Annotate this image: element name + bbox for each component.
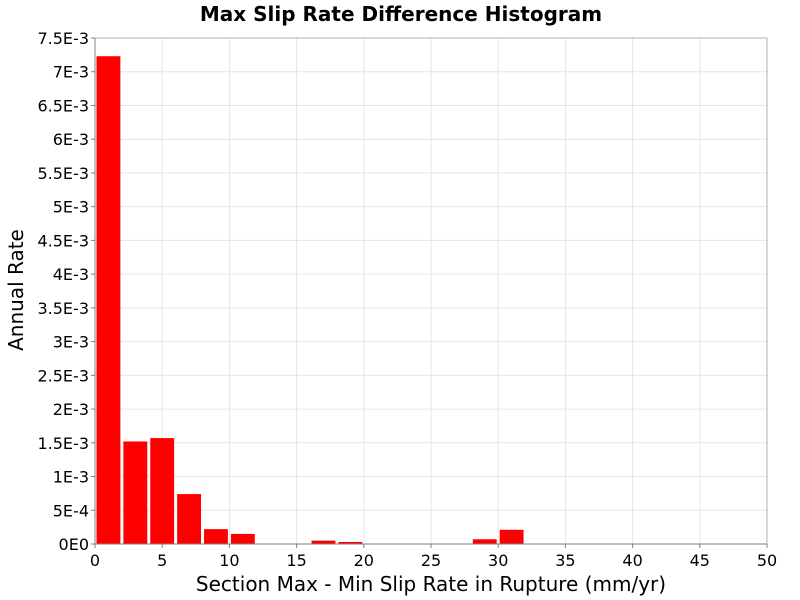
- y-tick-label-11: 5.5E-3: [37, 164, 89, 183]
- y-tick-label-5: 2.5E-3: [37, 366, 89, 385]
- histogram-bar-1: [123, 441, 148, 544]
- y-tick-label-10: 5E-3: [53, 198, 89, 217]
- y-tick-label-7: 3.5E-3: [37, 299, 89, 318]
- x-tick-label-9: 45: [690, 551, 710, 570]
- histogram-bar-14: [472, 539, 497, 544]
- x-axis-label: Section Max - Min Slip Rate in Rupture (…: [196, 572, 666, 596]
- histogram-bar-4: [204, 529, 228, 544]
- y-tick-label-15: 7.5E-3: [37, 29, 89, 48]
- histogram-bar-8: [311, 540, 336, 544]
- x-tick-label-8: 40: [622, 551, 642, 570]
- y-tick-label-4: 2E-3: [53, 400, 89, 419]
- histogram-bar-3: [177, 494, 202, 544]
- y-axis-label: Annual Rate: [4, 229, 28, 351]
- y-tick-label-1: 5E-4: [53, 501, 89, 520]
- bar-layer: [96, 56, 524, 544]
- x-tick-label-0: 0: [90, 551, 100, 570]
- chart-title: Max Slip Rate Difference Histogram: [200, 2, 602, 26]
- x-tick-label-2: 10: [219, 551, 239, 570]
- grid-layer: [94, 37, 768, 545]
- y-tick-label-6: 3E-3: [53, 333, 89, 352]
- y-tick-label-12: 6E-3: [53, 130, 89, 149]
- x-tick-label-7: 35: [555, 551, 575, 570]
- y-tick-label-0: 0E0: [59, 535, 89, 554]
- x-tick-label-3: 15: [286, 551, 306, 570]
- x-tick-label-1: 5: [157, 551, 167, 570]
- x-tick-label-6: 30: [488, 551, 508, 570]
- y-tick-label-9: 4.5E-3: [37, 231, 89, 250]
- tick-layer: 0 5 10 15 20 25 30 35 40 45 50 0E0 5E-4 1E-3 1.5E-3 2E-…: [37, 29, 777, 570]
- x-tick-label-10: 50: [757, 551, 777, 570]
- histogram-bar-2: [150, 438, 175, 544]
- y-tick-label-14: 7E-3: [53, 63, 89, 82]
- y-tick-label-13: 6.5E-3: [37, 96, 89, 115]
- y-tick-label-3: 1.5E-3: [37, 434, 89, 453]
- histogram-bar-5: [230, 533, 255, 544]
- x-tick-label-4: 20: [354, 551, 374, 570]
- histogram-bar-9: [338, 541, 363, 544]
- y-tick-label-8: 4E-3: [53, 265, 89, 284]
- y-tick-label-2: 1E-3: [53, 468, 89, 487]
- histogram-bar-0: [96, 56, 121, 544]
- x-tick-label-5: 25: [421, 551, 441, 570]
- histogram-bar-15: [499, 529, 524, 544]
